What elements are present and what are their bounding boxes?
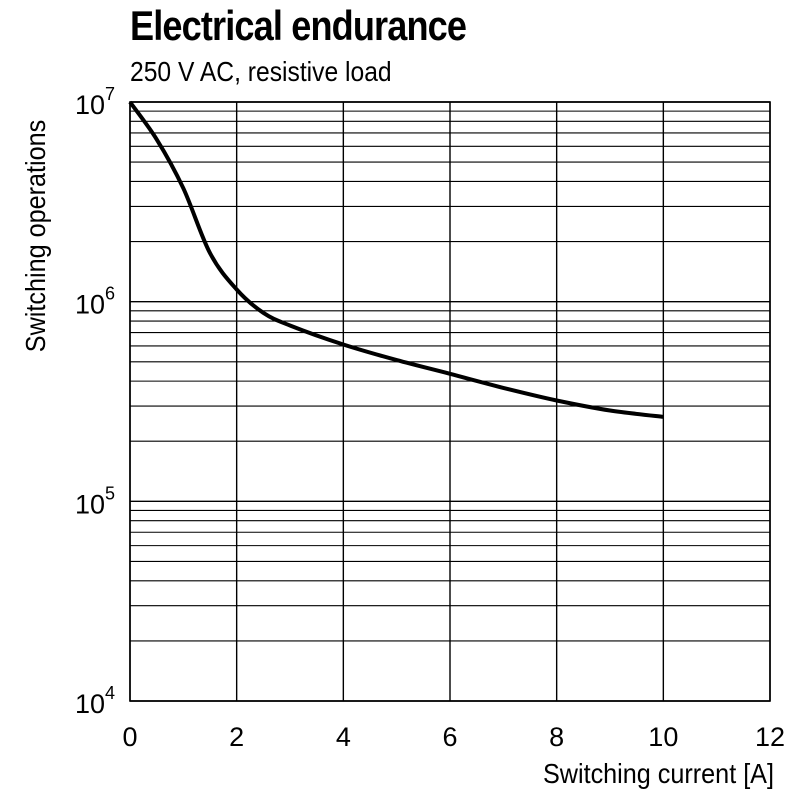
y-tick-label: 107 (75, 84, 115, 120)
x-tick-label: 10 (648, 722, 678, 752)
plot-frame (129, 101, 771, 702)
endurance-curve (128, 100, 664, 419)
x-axis-label: Switching current [A] (543, 758, 774, 790)
y-tick-label: 105 (75, 483, 115, 519)
x-tick-label: 0 (122, 722, 137, 752)
series-layer (128, 100, 664, 419)
x-tick-label: 8 (549, 722, 564, 752)
y-tick-label: 104 (75, 683, 115, 719)
x-tick-label: 2 (229, 722, 244, 752)
y-tick-label: 106 (75, 284, 115, 320)
y-axis-label: Switching operations (20, 120, 52, 352)
x-tick-label: 12 (755, 722, 785, 752)
chart-title: Electrical endurance (130, 2, 467, 49)
chart-subtitle: 250 V AC, resistive load (130, 56, 392, 87)
x-tick-label: 6 (442, 722, 457, 752)
major-gridlines (129, 101, 771, 702)
y-tick-labels: 104 105 106 107 (75, 84, 115, 719)
x-tick-label: 4 (336, 722, 351, 752)
x-tick-labels: 0 2 4 6 8 10 12 (122, 722, 785, 752)
